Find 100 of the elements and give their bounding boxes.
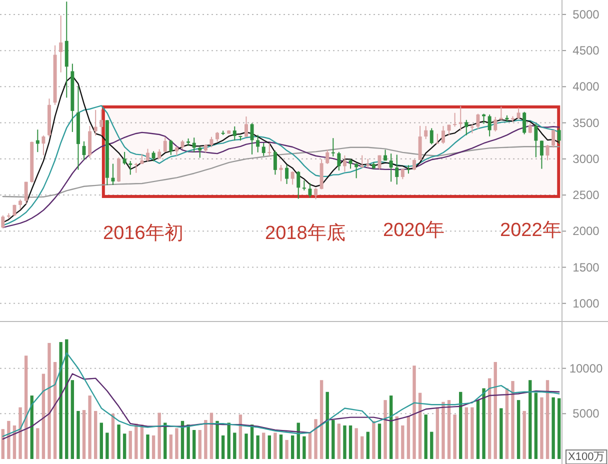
bar [268, 435, 272, 459]
bar [59, 342, 62, 459]
candlestick [331, 138, 335, 157]
candlestick [430, 128, 434, 145]
annotation: 2018年底 [265, 222, 346, 244]
bar [354, 428, 358, 459]
bar [262, 432, 266, 459]
candlestick [458, 106, 462, 132]
bar [7, 420, 10, 459]
bar [70, 380, 74, 459]
bar [470, 407, 474, 459]
candlestick [557, 128, 561, 145]
candlestick [464, 119, 468, 136]
annotation: 2022年 [500, 220, 562, 241]
candlestick [42, 135, 46, 156]
bar [332, 420, 335, 459]
candlestick [273, 150, 277, 176]
candlestick [122, 151, 126, 166]
candlestick [285, 164, 289, 184]
bar [482, 388, 486, 459]
candlestick [290, 170, 294, 186]
y-tick-label: 2500 [572, 188, 600, 202]
bar [494, 362, 497, 459]
bar [204, 420, 208, 459]
candlestick [395, 154, 399, 185]
bar [65, 339, 68, 459]
candlestick [389, 153, 393, 182]
bar [238, 414, 242, 459]
bar [198, 430, 202, 459]
bar [534, 392, 538, 459]
candlestick [400, 168, 404, 180]
bar [528, 380, 532, 459]
bar [111, 414, 115, 459]
bar [290, 435, 294, 459]
bar [552, 397, 555, 459]
candlestick [447, 124, 451, 136]
bar [320, 380, 324, 459]
bar [488, 378, 492, 459]
candlestick [552, 130, 556, 148]
candlestick [169, 139, 173, 156]
candlestick [134, 162, 138, 174]
candlestick [174, 146, 178, 156]
y-tick-label: 10000 [569, 361, 604, 376]
bar [210, 412, 214, 459]
candlestick [250, 122, 254, 155]
candlestick [314, 188, 318, 200]
bar [522, 410, 526, 459]
bar [401, 425, 404, 459]
bar [314, 419, 318, 459]
bar [430, 432, 434, 459]
bar [227, 422, 230, 459]
candlestick [453, 112, 457, 128]
bar [186, 424, 190, 459]
bar [274, 432, 277, 459]
bar [53, 362, 57, 459]
candlestick [256, 134, 260, 153]
bar [424, 414, 428, 459]
bar [164, 422, 167, 459]
candlestick [546, 144, 550, 161]
bar [389, 396, 393, 459]
candlestick [111, 163, 115, 186]
bar [540, 397, 544, 459]
y-tick-label: 4500 [572, 44, 600, 58]
bar [308, 432, 312, 459]
bar [175, 428, 178, 459]
bar [476, 400, 480, 459]
candlestick [163, 136, 167, 153]
candlestick [418, 125, 422, 161]
candlestick [146, 148, 150, 162]
candlestick [232, 126, 236, 142]
bar [233, 432, 236, 459]
bar [146, 434, 150, 459]
bar [100, 422, 103, 459]
bar [18, 407, 22, 459]
candlestick [198, 146, 202, 158]
bar [442, 402, 445, 459]
y-tick-label: 5000 [572, 406, 600, 421]
candlestick [436, 133, 440, 144]
bar [285, 440, 288, 459]
bar [24, 356, 28, 459]
bar [158, 412, 161, 459]
candlestick [441, 125, 445, 144]
candlestick [534, 124, 538, 158]
candlestick [59, 14, 63, 73]
bar [546, 380, 550, 459]
bar [88, 396, 92, 459]
bar [326, 392, 329, 459]
bar [348, 425, 352, 459]
candlestick [117, 157, 121, 182]
bar [500, 408, 503, 459]
candlestick [342, 154, 346, 172]
bar [221, 435, 225, 459]
bar [152, 435, 156, 459]
bar [128, 430, 132, 459]
y-tick-label: 4000 [572, 80, 600, 94]
candlestick [268, 142, 272, 156]
candlestick [192, 137, 196, 153]
text: X100万 [568, 451, 605, 463]
bar [94, 410, 98, 459]
candlestick [337, 151, 341, 172]
